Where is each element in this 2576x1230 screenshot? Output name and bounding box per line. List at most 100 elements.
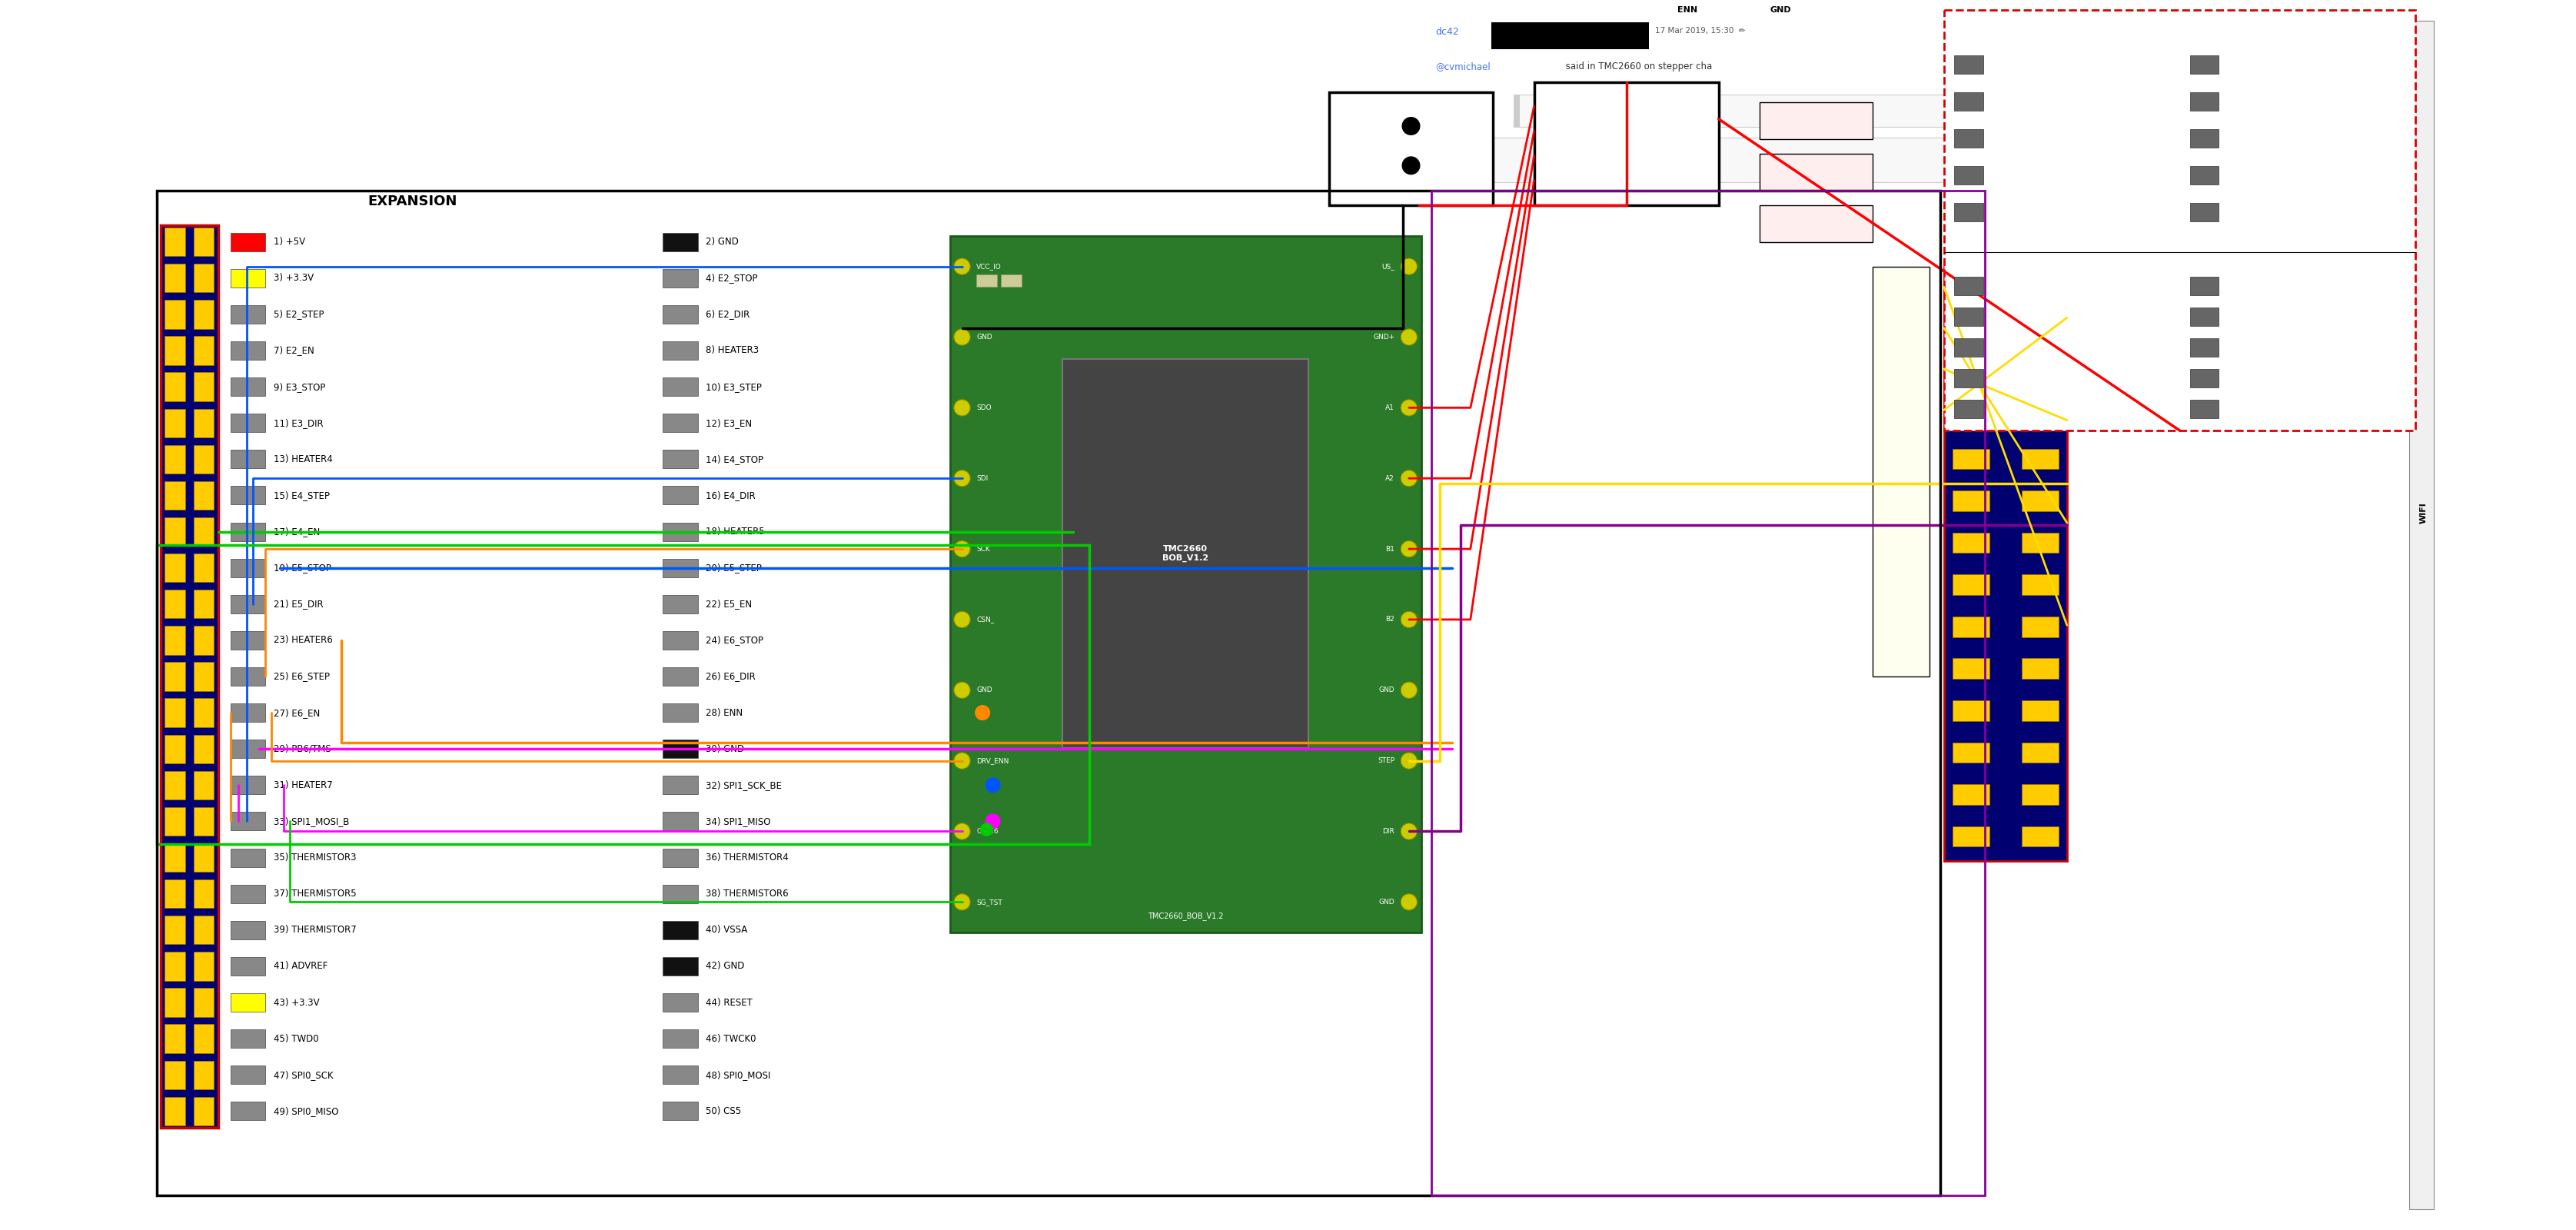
Circle shape [1401,400,1417,416]
Circle shape [976,706,989,720]
Bar [193,589,214,619]
Bar [1435,138,1443,182]
Circle shape [1401,258,1417,274]
Bar [1953,785,1989,804]
Bar [165,879,185,908]
Bar [1492,22,1649,49]
Bar [2190,400,2218,418]
Text: ADMINISTRATORS: ADMINISTRATORS [1533,22,1605,30]
Bar [193,481,214,509]
Text: 37) THERMISTOR5: 37) THERMISTOR5 [273,889,355,899]
Text: 6) E2_DIR: 6) E2_DIR [706,309,750,320]
Bar [229,269,265,288]
Bar [229,450,265,469]
Text: 6) SPI0_SCK: 6) SPI0_SCK [1989,369,2030,376]
Text: SDI: SDI [976,475,989,482]
Bar [165,771,185,800]
Circle shape [1401,156,1419,175]
Bar [193,300,214,328]
Bar [662,667,698,686]
Bar [2190,92,2218,111]
Text: GND: GND [976,333,992,341]
Text: 32) SPI1_SCK_BE: 32) SPI1_SCK_BE [706,780,783,790]
Bar [193,1097,214,1125]
Bar [1945,267,2066,861]
Text: GND: GND [1378,686,1394,694]
Bar [1953,280,1989,301]
Text: Stepper: Stepper [1600,138,1654,149]
Text: SG_TST: SG_TST [976,899,1002,905]
Bar [1953,365,1989,385]
Bar [193,915,214,945]
Bar [165,554,185,582]
Bar [193,373,214,401]
Bar [165,1097,185,1125]
Bar [662,739,698,758]
Text: 3)Stop 10 (ENC_B): 3)Stop 10 (ENC_B) [2226,166,2290,173]
Bar [2022,574,2058,595]
Text: 47) SPI0_SCK: 47) SPI0_SCK [273,1070,332,1080]
Text: ENN: ENN [1677,6,1698,14]
Bar [165,589,185,619]
Bar [229,994,265,1012]
Bar [2190,129,2218,148]
Bar [2022,742,2058,763]
Bar [1759,102,1873,139]
Bar [229,957,265,975]
Bar [2022,700,2058,721]
Bar [662,413,698,432]
Bar [193,807,214,835]
Bar [165,481,185,509]
Bar [193,988,214,1017]
Text: 30) GND: 30) GND [706,744,744,754]
Bar [662,921,698,940]
Text: 2) GND: 2) GND [706,237,739,247]
Bar [662,994,698,1012]
Text: 40) VSSA: 40) VSSA [706,925,747,935]
Text: 34) SPI1_MISO: 34) SPI1_MISO [706,817,770,827]
Text: 39) THERMISTOR7: 39) THERMISTOR7 [273,925,355,935]
Text: A2: A2 [1386,475,1394,482]
Bar [1955,92,1984,111]
Bar [193,734,214,764]
Text: GND+: GND+ [1373,333,1394,341]
Text: 7)ENC_SW: 7)ENC_SW [2226,308,2262,315]
Text: GND: GND [1770,6,1790,14]
Text: pins for the SPI / less out...: pins for the SPI / less out... [1448,164,1556,172]
Bar [165,988,185,1017]
Bar [193,879,214,908]
Bar [229,1030,265,1048]
Circle shape [953,258,971,274]
Text: 2)GND: 2)GND [1989,203,2012,210]
Bar [229,378,265,396]
Circle shape [1401,117,1419,135]
Bar [193,518,214,546]
Bar [1955,129,1984,148]
Bar [1953,533,1989,554]
Text: 8)Dir 11 (LCD_E): 8)Dir 11 (LCD_E) [1989,92,2048,100]
Bar [229,812,265,830]
Bar [229,232,265,251]
Bar [165,662,185,691]
Text: 50) CS5: 50) CS5 [706,1106,742,1116]
Text: B2: B2 [1386,616,1394,624]
Bar [2190,277,2218,295]
Circle shape [981,823,992,835]
Bar [1759,205,1873,242]
Bar [229,305,265,323]
Bar [1953,658,1989,679]
Text: WIFI: WIFI [2419,502,2427,523]
Bar [662,305,698,323]
Bar [165,807,185,835]
Bar [1955,338,1984,357]
Text: 17) E4_EN: 17) E4_EN [273,526,319,536]
Circle shape [953,753,971,769]
Text: 1) +5V: 1) +5V [273,237,304,247]
Bar [662,1030,698,1048]
Text: TMC2660
BOB_V1.2: TMC2660 BOB_V1.2 [1162,545,1208,562]
Bar [193,445,214,474]
Bar [2022,785,2058,804]
Text: SCK: SCK [976,545,989,552]
Text: B1: B1 [1386,545,1394,552]
Bar [1002,274,1023,287]
